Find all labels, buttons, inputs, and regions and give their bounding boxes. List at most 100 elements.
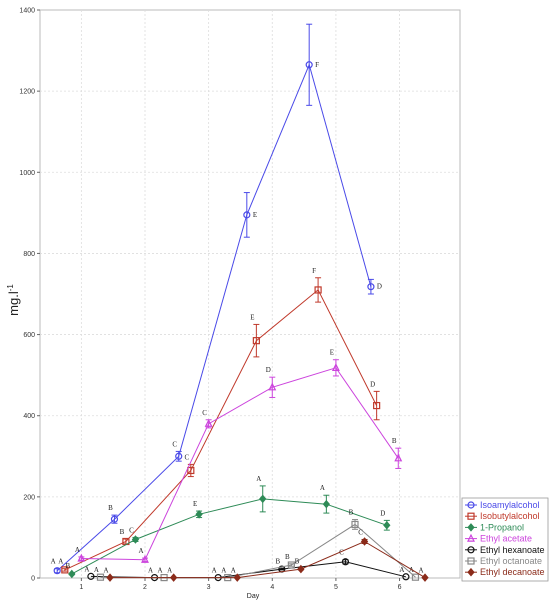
data-label: A bbox=[58, 558, 63, 566]
y-tick-label: 800 bbox=[23, 251, 35, 258]
y-axis-ticks: 0 200 400 600 800 1000 1200 1400 bbox=[19, 8, 40, 583]
legend-label: Ethyl octanoate bbox=[480, 556, 542, 566]
data-label: D bbox=[370, 380, 375, 388]
data-point bbox=[322, 499, 331, 509]
data-point bbox=[421, 573, 429, 582]
data-label: A bbox=[138, 547, 143, 555]
y-tick-label: 1200 bbox=[19, 89, 35, 96]
data-label: A bbox=[148, 567, 153, 575]
data-point bbox=[77, 553, 86, 562]
data-label: A bbox=[167, 567, 172, 575]
data-point bbox=[252, 337, 260, 345]
y-tick-label: 200 bbox=[23, 494, 35, 501]
x-tick-label: 2 bbox=[143, 584, 147, 591]
data-label: A bbox=[212, 567, 217, 575]
data-label: A bbox=[84, 565, 89, 573]
legend-label: Ethyl decanoate bbox=[480, 567, 545, 577]
data-point bbox=[351, 520, 359, 529]
data-label: F bbox=[315, 61, 319, 69]
x-axis-title: Day bbox=[247, 593, 260, 600]
data-label: A bbox=[256, 475, 261, 483]
legend-item: Ethyl acetate bbox=[465, 534, 532, 544]
data-point bbox=[106, 573, 114, 582]
data-point bbox=[383, 520, 391, 530]
data-point bbox=[268, 382, 277, 391]
data-label: B bbox=[285, 553, 290, 561]
data-point bbox=[259, 494, 267, 504]
data-point bbox=[141, 554, 149, 563]
legend-label: Isoamylalcohol bbox=[480, 500, 540, 510]
data-label: C bbox=[172, 440, 177, 448]
data-point bbox=[402, 573, 410, 581]
series-line bbox=[56, 63, 372, 572]
x-tick-label: 3 bbox=[207, 584, 211, 591]
data-label: A bbox=[103, 567, 108, 575]
data-label: A bbox=[94, 566, 99, 574]
legend-swatch-marker bbox=[467, 546, 475, 554]
data-label: A bbox=[409, 566, 414, 574]
data-point bbox=[110, 515, 119, 523]
grid-lines bbox=[40, 10, 460, 578]
data-point bbox=[331, 362, 340, 371]
data-label: B bbox=[65, 562, 70, 570]
data-point bbox=[373, 401, 381, 410]
data-label: A bbox=[75, 546, 80, 554]
data-point bbox=[187, 466, 195, 475]
legend-item: Ethyl hexanoate bbox=[465, 545, 545, 555]
data-label: D bbox=[377, 283, 382, 291]
y-tick-label: 1000 bbox=[19, 170, 35, 177]
x-axis-ticks: 1 2 3 4 5 6 bbox=[79, 578, 402, 591]
data-point bbox=[297, 564, 305, 574]
data-point bbox=[53, 567, 61, 575]
data-label: E bbox=[193, 500, 197, 508]
data-label: A bbox=[320, 484, 325, 492]
data-point bbox=[61, 566, 69, 574]
y-tick-label: 600 bbox=[23, 332, 35, 339]
data-point bbox=[96, 573, 105, 581]
data-label: C bbox=[339, 549, 344, 557]
legend-swatch-marker bbox=[467, 567, 475, 577]
data-label: B bbox=[295, 557, 300, 565]
data-point bbox=[367, 283, 375, 291]
data-label: B bbox=[349, 509, 354, 517]
data-point bbox=[195, 510, 203, 519]
legend-label: 1-Propanol bbox=[480, 522, 524, 532]
legend-item: Isobutylalcohol bbox=[465, 511, 540, 521]
data-point bbox=[411, 573, 420, 581]
legend-item: Ethyl decanoate bbox=[465, 567, 545, 577]
series-line bbox=[71, 498, 387, 575]
plot-frame bbox=[39, 9, 461, 579]
x-tick-label: 6 bbox=[398, 584, 402, 591]
data-point bbox=[341, 558, 350, 566]
y-tick-label: 1400 bbox=[19, 8, 35, 15]
legend-item: Ethyl octanoate bbox=[465, 556, 542, 566]
legend-box bbox=[461, 497, 549, 582]
data-label: E bbox=[330, 349, 334, 357]
data-label: C bbox=[129, 526, 134, 534]
data-label: D bbox=[266, 366, 271, 374]
data-point bbox=[360, 537, 369, 546]
legend-swatch-marker bbox=[467, 501, 475, 509]
data-label: A bbox=[399, 566, 404, 574]
data-label: A bbox=[221, 567, 226, 575]
data-point bbox=[175, 452, 183, 460]
legend-swatch-marker bbox=[467, 512, 475, 520]
data-point bbox=[131, 535, 140, 544]
data-point bbox=[204, 418, 213, 427]
series-ethyl-acetate: A A C D E B bbox=[75, 349, 403, 563]
data-point bbox=[314, 286, 322, 294]
data-point bbox=[87, 572, 95, 580]
data-point bbox=[394, 453, 403, 462]
data-label: D bbox=[380, 509, 385, 517]
legend-item: 1-Propanol bbox=[465, 522, 524, 532]
data-point bbox=[233, 573, 241, 582]
series-line bbox=[110, 540, 426, 579]
series-line bbox=[81, 367, 399, 561]
